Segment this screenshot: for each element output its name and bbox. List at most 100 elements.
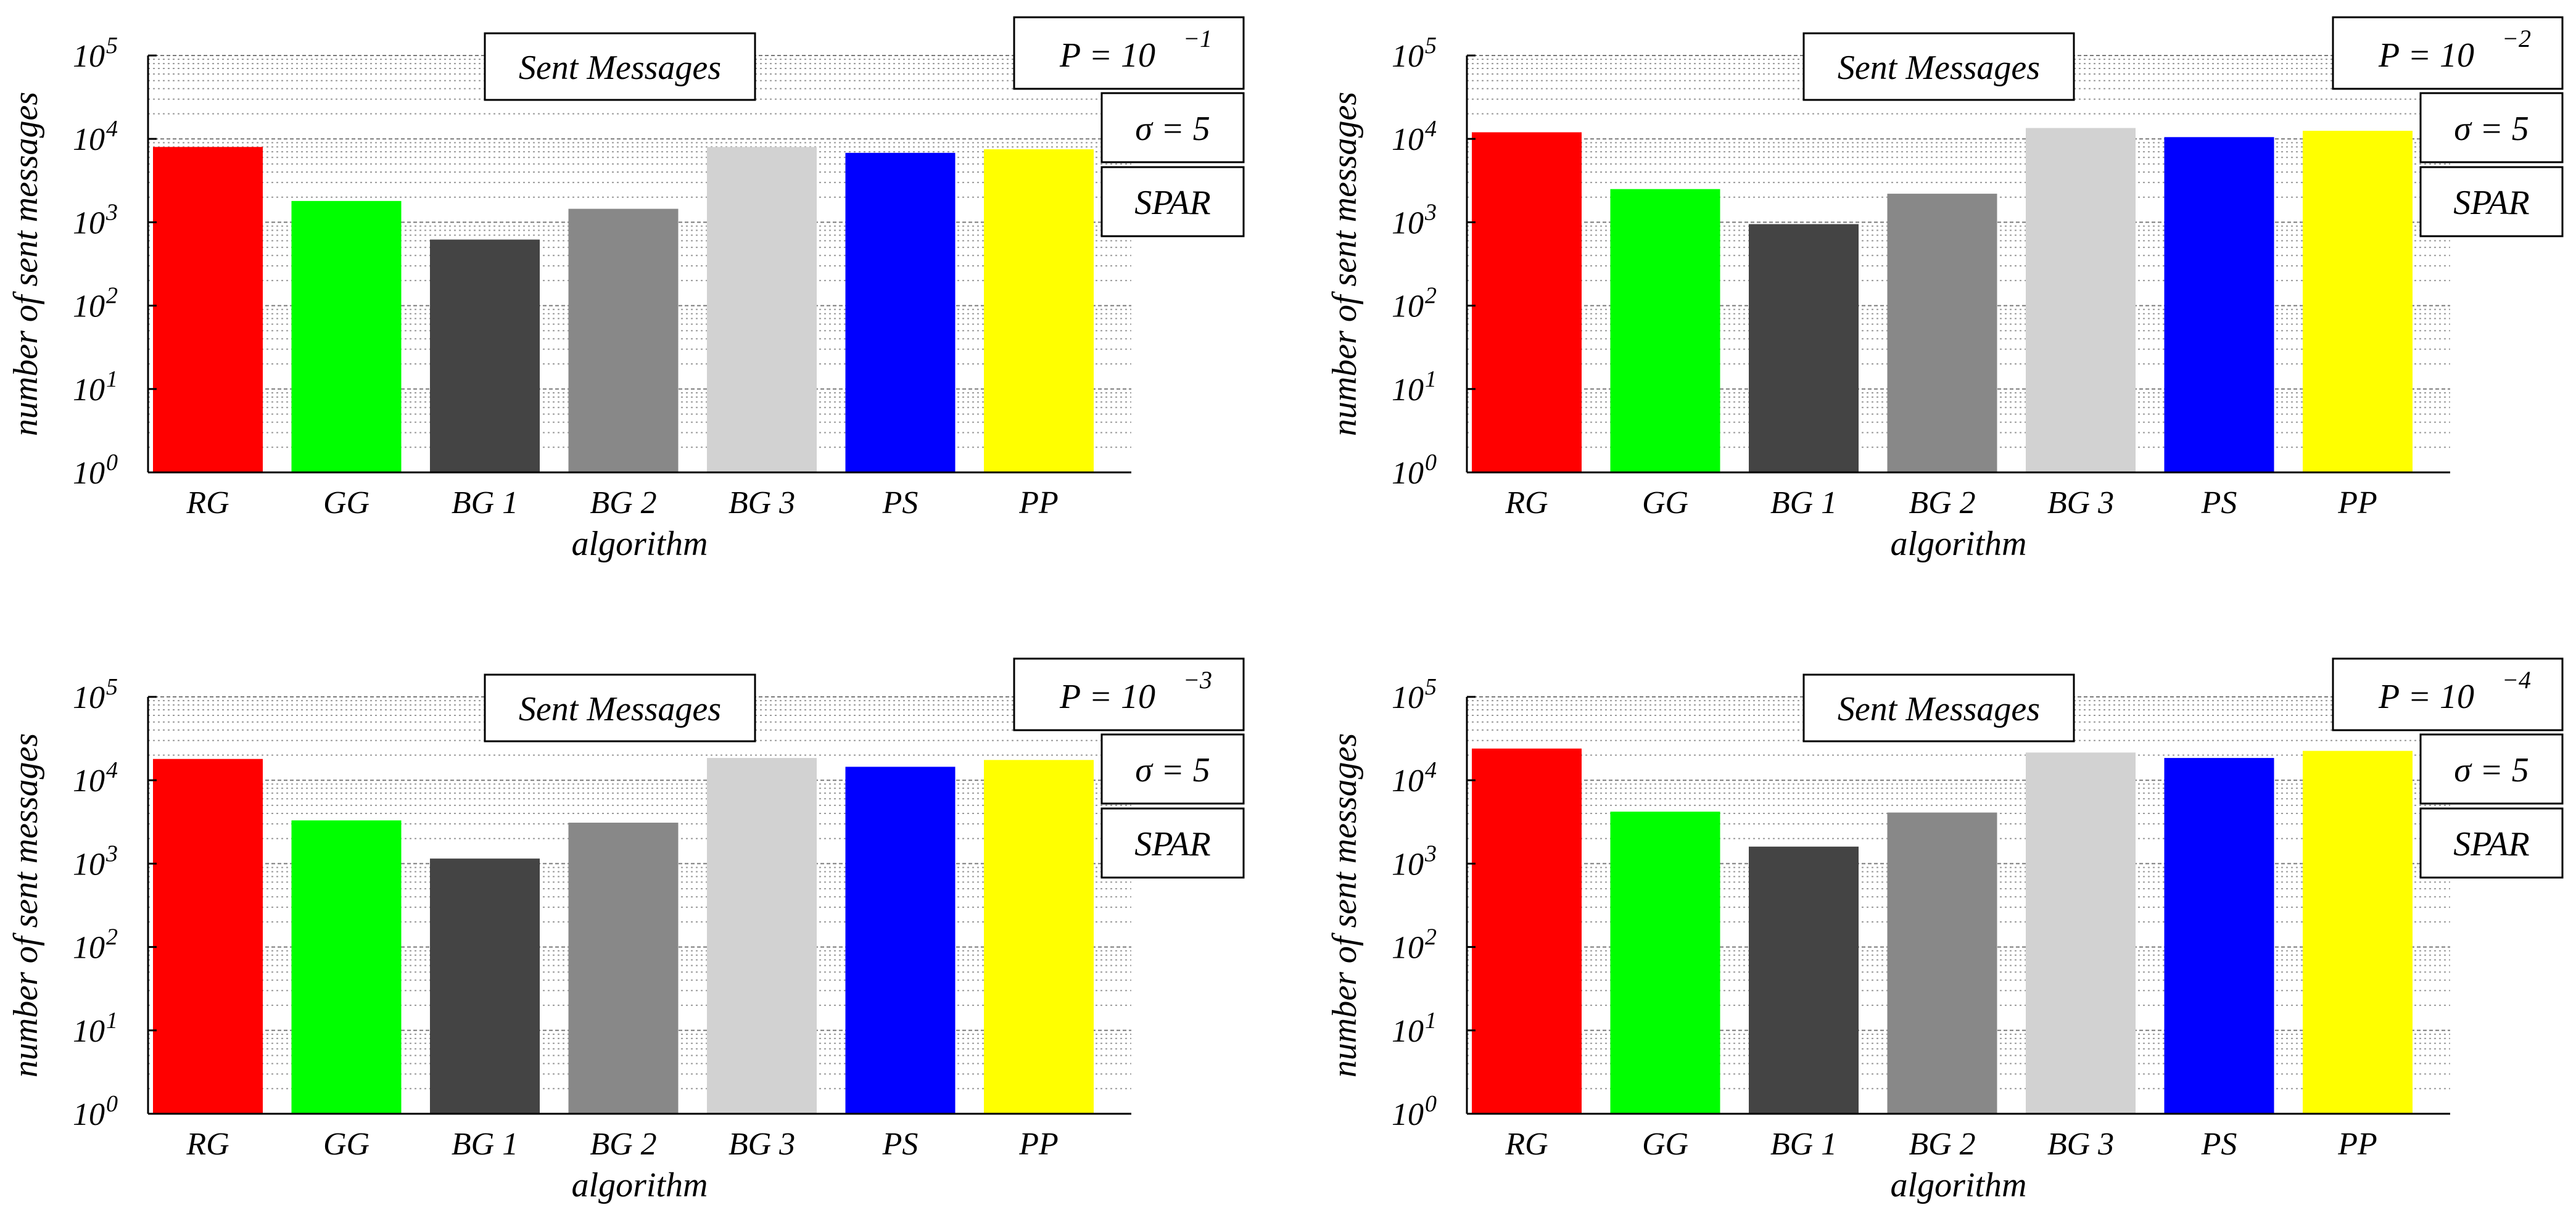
y-tick-label: 10 bbox=[1392, 289, 1424, 324]
x-tick-label: BG 3 bbox=[729, 485, 795, 520]
bar-ps bbox=[845, 152, 956, 472]
y-tick-label: 10 bbox=[73, 289, 105, 324]
bar-pp bbox=[2303, 131, 2413, 472]
y-tick-exponent: 1 bbox=[1425, 1008, 1437, 1034]
bar-rg bbox=[1472, 132, 1582, 472]
bar-bg1 bbox=[1749, 224, 1859, 472]
sigma-annotation-box bbox=[1100, 733, 1245, 805]
x-axis-label: algorithm bbox=[572, 1166, 708, 1204]
y-tick-label: 10 bbox=[73, 680, 105, 715]
p-annotation-exponent: −3 bbox=[1183, 666, 1212, 694]
y-tick-label: 10 bbox=[1392, 205, 1424, 241]
y-tick-exponent: 5 bbox=[1425, 674, 1437, 700]
sigma-annotation-label: σ = 5 bbox=[1135, 110, 1210, 148]
x-tick-label: PP bbox=[2337, 1127, 2377, 1162]
x-tick-label: GG bbox=[1642, 1127, 1688, 1162]
x-tick-label: PS bbox=[2201, 485, 2237, 520]
y-tick-exponent: 4 bbox=[106, 757, 118, 783]
chart-title: Sent Messages bbox=[519, 49, 721, 87]
chart-title: Sent Messages bbox=[519, 690, 721, 728]
x-tick-label: RG bbox=[186, 1127, 229, 1162]
chart-title: Sent Messages bbox=[1838, 49, 2040, 87]
bar-rg bbox=[153, 759, 263, 1114]
model-annotation-box bbox=[1100, 807, 1245, 879]
x-tick-label: RG bbox=[186, 485, 229, 520]
y-tick-label: 10 bbox=[73, 205, 105, 241]
y-tick-exponent: 1 bbox=[106, 366, 118, 392]
y-tick-exponent: 3 bbox=[105, 199, 118, 225]
p-annotation-label: P = 10 bbox=[2378, 678, 2474, 716]
y-tick-exponent: 5 bbox=[1425, 33, 1437, 59]
p-annotation-exponent: −2 bbox=[2502, 25, 2531, 52]
y-axis-label: number of sent messages bbox=[7, 92, 45, 436]
model-annotation-label: SPAR bbox=[2453, 825, 2529, 863]
x-tick-label: GG bbox=[323, 485, 369, 520]
x-tick-label: RG bbox=[1505, 1127, 1548, 1162]
y-tick-label: 10 bbox=[1392, 1014, 1424, 1049]
x-tick-label: PS bbox=[882, 1127, 919, 1162]
y-axis-label: number of sent messages bbox=[1326, 92, 1364, 436]
p-annotation-box bbox=[2332, 16, 2564, 90]
y-tick-label: 10 bbox=[73, 39, 105, 74]
sigma-annotation-label: σ = 5 bbox=[2454, 751, 2529, 789]
x-tick-label: BG 1 bbox=[1770, 1127, 1837, 1162]
y-tick-label: 10 bbox=[1392, 763, 1424, 799]
p-annotation-box bbox=[2332, 657, 2564, 731]
y-tick-label: 10 bbox=[1392, 680, 1424, 715]
y-tick-exponent: 4 bbox=[1425, 757, 1437, 783]
y-tick-exponent: 3 bbox=[1424, 841, 1437, 866]
bar-bg1 bbox=[1749, 846, 1859, 1114]
model-annotation-label: SPAR bbox=[1134, 184, 1210, 222]
x-tick-label: BG 2 bbox=[590, 1127, 656, 1162]
y-tick-label: 10 bbox=[73, 763, 105, 799]
y-tick-label: 10 bbox=[1392, 1097, 1424, 1132]
p-annotation-exponent: −4 bbox=[2502, 666, 2531, 694]
y-tick-label: 10 bbox=[73, 372, 105, 408]
x-axis-label: algorithm bbox=[1891, 1166, 2027, 1204]
y-tick-exponent: 4 bbox=[106, 116, 118, 142]
y-tick-label: 10 bbox=[73, 847, 105, 882]
x-tick-label: PP bbox=[2337, 485, 2377, 520]
y-tick-label: 10 bbox=[73, 122, 105, 157]
model-annotation-box bbox=[1100, 166, 1245, 237]
bar-pp bbox=[2303, 751, 2413, 1114]
bar-pp bbox=[984, 149, 1094, 472]
y-tick-label: 10 bbox=[73, 456, 105, 491]
y-axis-label: number of sent messages bbox=[1326, 733, 1364, 1077]
y-tick-label: 10 bbox=[1392, 122, 1424, 157]
model-annotation-box bbox=[2419, 807, 2564, 879]
x-axis-label: algorithm bbox=[1891, 525, 2027, 563]
x-tick-label: PP bbox=[1018, 1127, 1059, 1162]
p-annotation-label: P = 10 bbox=[1059, 36, 1155, 75]
x-tick-label: BG 2 bbox=[590, 485, 656, 520]
p-annotation-label: P = 10 bbox=[2378, 36, 2474, 75]
y-tick-label: 10 bbox=[1392, 931, 1424, 966]
y-tick-exponent: 4 bbox=[1425, 116, 1437, 142]
p-annotation-box bbox=[1013, 16, 1245, 90]
y-tick-exponent: 3 bbox=[105, 841, 118, 866]
p-annotation-exponent: −1 bbox=[1183, 25, 1212, 52]
bar-bg3 bbox=[707, 758, 817, 1114]
p-annotation-label: P = 10 bbox=[1059, 678, 1155, 716]
bar-bg1 bbox=[430, 239, 540, 472]
bar-rg bbox=[1472, 748, 1582, 1114]
sigma-annotation-box bbox=[2419, 92, 2564, 163]
bar-gg bbox=[291, 820, 402, 1114]
title-box bbox=[484, 32, 756, 101]
y-tick-label: 10 bbox=[73, 931, 105, 966]
y-tick-label: 10 bbox=[1392, 39, 1424, 74]
bar-bg1 bbox=[430, 858, 540, 1114]
x-tick-label: BG 1 bbox=[452, 1127, 518, 1162]
y-tick-exponent: 0 bbox=[106, 1091, 118, 1117]
x-tick-label: BG 2 bbox=[1909, 485, 1975, 520]
y-tick-exponent: 1 bbox=[1425, 366, 1437, 392]
x-tick-label: PP bbox=[1018, 485, 1059, 520]
x-tick-label: BG 1 bbox=[452, 485, 518, 520]
bar-ps bbox=[2164, 758, 2274, 1114]
model-annotation-box bbox=[2419, 166, 2564, 237]
